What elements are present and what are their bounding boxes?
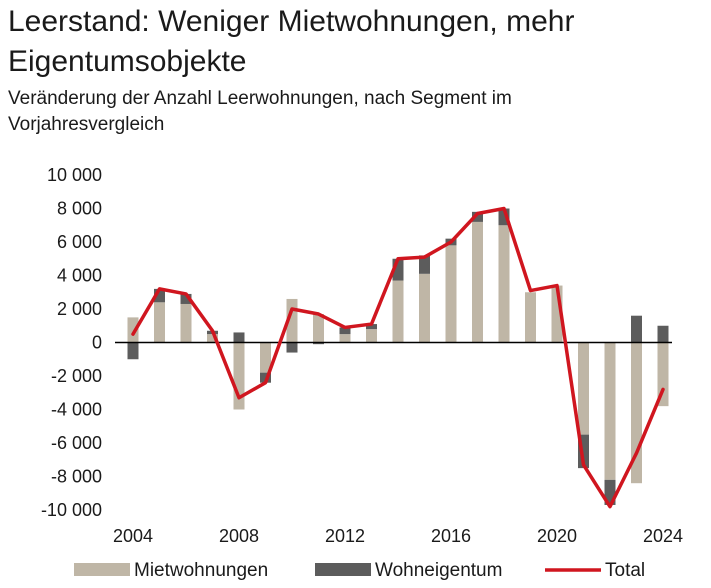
bar-wohneigentum bbox=[631, 315, 642, 343]
legend: Mietwohnungen Wohneigentum Total bbox=[74, 560, 645, 581]
legend-swatch-mietwohnungen bbox=[74, 563, 130, 576]
chart-subtitle-line-2: Vorjahresvergleich bbox=[8, 114, 165, 135]
bar-mietwohnungen bbox=[366, 329, 377, 343]
legend-label-total: Total bbox=[605, 560, 645, 581]
bar-wohneigentum bbox=[472, 211, 483, 222]
bar-mietwohnungen bbox=[578, 342, 589, 435]
y-tick-label: 2 000 bbox=[57, 299, 102, 319]
y-axis-tick-labels: 10 000 8 000 6 000 4 000 2 000 0 -2 000 -4 000 -… bbox=[41, 165, 102, 520]
bar-mietwohnungen bbox=[339, 334, 351, 343]
y-tick-label: 10 000 bbox=[47, 165, 102, 185]
bar-wohneigentum bbox=[313, 342, 324, 345]
bar-mietwohnungen bbox=[233, 342, 245, 410]
chart-title: Leerstand: Weniger Mietwohnungen, mehr E… bbox=[8, 2, 698, 82]
bar-wohneigentum bbox=[419, 255, 430, 274]
bar-wohneigentum bbox=[366, 324, 377, 330]
legend-swatch-wohneigentum bbox=[315, 563, 371, 576]
bar-mietwohnungen bbox=[657, 342, 669, 407]
chart-title-line-1: Leerstand: Weniger Mietwohnungen, mehr bbox=[8, 5, 575, 38]
bar-mietwohnungen bbox=[180, 303, 192, 343]
x-tick-label: 2008 bbox=[219, 526, 259, 546]
bar-wohneigentum bbox=[578, 434, 589, 469]
x-tick-label: 2012 bbox=[325, 526, 365, 546]
y-tick-label: 8 000 bbox=[57, 199, 102, 219]
bar-mietwohnungen bbox=[498, 225, 510, 343]
bar-mietwohnungen bbox=[604, 342, 616, 480]
y-tick-label: -6 000 bbox=[51, 433, 102, 453]
bar-mietwohnungen bbox=[631, 342, 642, 484]
y-tick-label: 4 000 bbox=[57, 266, 102, 286]
bar-wohneigentum bbox=[127, 342, 139, 360]
bar-mietwohnungen bbox=[419, 273, 430, 343]
bar-mietwohnungen bbox=[127, 317, 139, 343]
bar-wohneigentum bbox=[339, 327, 351, 335]
x-tick-label: 2020 bbox=[537, 526, 577, 546]
bar-mietwohnungen bbox=[472, 221, 483, 343]
chart-subtitle-line-1: Veränderung der Anzahl Leerwohnungen, na… bbox=[8, 88, 512, 109]
chart-title-line-2: Eigentumsobjekte bbox=[8, 45, 247, 78]
x-tick-label: 2024 bbox=[643, 526, 683, 546]
bar-wohneigentum bbox=[286, 342, 298, 353]
y-tick-label: -2 000 bbox=[51, 366, 102, 386]
total-line-series bbox=[131, 206, 665, 509]
bar-wohneigentum bbox=[498, 208, 510, 226]
legend-label-wohneigentum: Wohneigentum bbox=[375, 560, 502, 581]
y-tick-label: -4 000 bbox=[51, 400, 102, 420]
bar-mietwohnungen bbox=[260, 342, 271, 373]
bar-wohneigentum bbox=[392, 258, 404, 281]
bar-wohneigentum bbox=[657, 325, 669, 343]
y-tick-label: -10 000 bbox=[41, 500, 102, 520]
legend-label-mietwohnungen: Mietwohnungen bbox=[134, 560, 268, 581]
bar-mietwohnungen bbox=[445, 245, 457, 343]
x-tick-label: 2016 bbox=[431, 526, 471, 546]
bar-mietwohnungen bbox=[154, 302, 165, 343]
bar-marks bbox=[127, 208, 669, 505]
bar-wohneigentum bbox=[604, 479, 616, 505]
bar-mietwohnungen bbox=[286, 298, 298, 343]
bar-wohneigentum bbox=[180, 293, 192, 304]
bar-mietwohnungen bbox=[207, 334, 218, 343]
bar-wohneigentum bbox=[154, 288, 165, 303]
x-tick-label: 2004 bbox=[113, 526, 153, 546]
bar-wohneigentum bbox=[233, 332, 245, 343]
y-tick-label: 6 000 bbox=[57, 232, 102, 252]
bar-mietwohnungen bbox=[551, 285, 563, 343]
bar-mietwohnungen bbox=[392, 280, 404, 343]
chart-subtitle: Veränderung der Anzahl Leerwohnungen, na… bbox=[8, 86, 698, 138]
y-tick-label: -8 000 bbox=[51, 467, 102, 487]
x-axis-tick-labels: 2004 2008 2012 2016 2020 2024 bbox=[113, 526, 683, 546]
bar-mietwohnungen bbox=[313, 314, 324, 343]
bar-mietwohnungen bbox=[525, 292, 536, 343]
y-tick-label: 0 bbox=[92, 333, 102, 353]
